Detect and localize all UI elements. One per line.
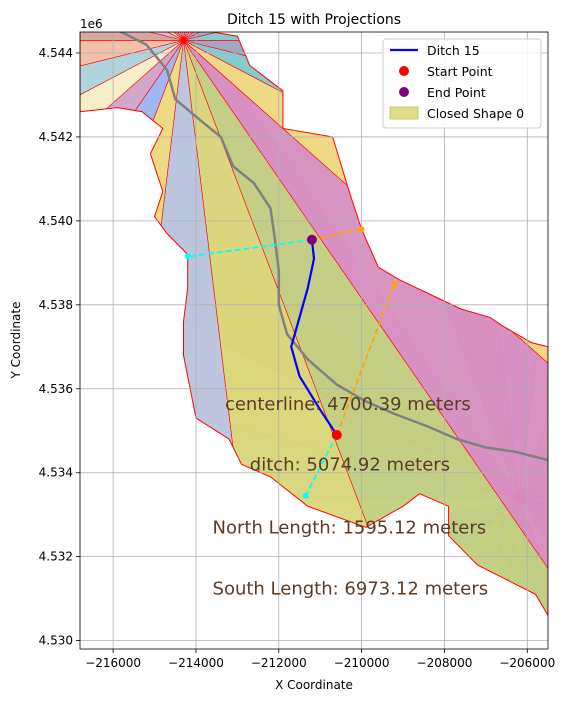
grid bbox=[80, 32, 548, 649]
y-offset-label: 1e6 bbox=[80, 17, 103, 31]
x-tick-label: −216000 bbox=[85, 656, 141, 670]
axis-ticks: −216000 −214000 −212000 −210000 −208000 −2060… bbox=[39, 46, 556, 670]
legend-label: Closed Shape 0 bbox=[427, 106, 524, 121]
y-tick-label: 4.542 bbox=[39, 130, 73, 144]
legend-label: End Point bbox=[427, 85, 486, 100]
projection-south_left bbox=[304, 434, 338, 497]
x-tick-label: −214000 bbox=[168, 656, 224, 670]
ditch-line bbox=[290, 239, 338, 436]
y-tick-label: 4.544 bbox=[39, 46, 73, 60]
shape-facet bbox=[80, 40, 184, 616]
annotation-text: centerline: 4700.39 meters bbox=[225, 394, 471, 415]
annotations: centerline: 4700.39 meters ditch: 5074.92… bbox=[213, 394, 489, 600]
legend-swatch-dot bbox=[399, 66, 409, 76]
annotation-text: North Length: 1595.12 meters bbox=[213, 518, 487, 539]
y-tick-label: 4.530 bbox=[39, 634, 73, 648]
annotation-text: ditch: 5074.92 meters bbox=[250, 455, 450, 476]
axes-frame bbox=[79, 31, 549, 650]
x-tick-label: −208000 bbox=[417, 656, 473, 670]
projection-end-south_right bbox=[391, 280, 398, 287]
lines bbox=[118, 32, 548, 499]
y-tick-label: 4.540 bbox=[39, 214, 73, 228]
y-tick-label: 4.538 bbox=[39, 298, 73, 312]
y-tick-label: 4.532 bbox=[39, 550, 73, 564]
chart-title: Ditch 15 with Projections bbox=[227, 12, 401, 28]
y-tick-label: 4.536 bbox=[39, 382, 73, 396]
start-point bbox=[331, 429, 342, 440]
legend-swatch-dot bbox=[399, 87, 409, 97]
legend-swatch-patch bbox=[389, 106, 419, 120]
legend-label: Start Point bbox=[427, 64, 493, 79]
legend-box bbox=[382, 38, 542, 129]
legend: Ditch 15 Start Point End Point Closed Shape… bbox=[382, 38, 542, 129]
legend-label: Ditch 15 bbox=[427, 43, 480, 58]
centerline bbox=[118, 32, 548, 462]
projection-end-north_right bbox=[358, 226, 365, 233]
x-tick-label: −206000 bbox=[499, 656, 555, 670]
end-point bbox=[306, 234, 317, 245]
projection-end-north_left bbox=[184, 253, 191, 260]
shape-facet bbox=[80, 40, 184, 616]
y-tick-label: 4.534 bbox=[39, 466, 73, 480]
x-tick-label: −212000 bbox=[251, 656, 307, 670]
x-axis-label: X Coordinate bbox=[275, 678, 353, 692]
shape-outline bbox=[80, 32, 548, 617]
projection-end-south_left bbox=[302, 492, 309, 499]
shape-facet bbox=[80, 40, 184, 616]
y-axis-label: Y Coordinate bbox=[9, 302, 23, 380]
x-tick-label: −210000 bbox=[334, 656, 390, 670]
projection-north_left bbox=[187, 238, 313, 258]
annotation-text: South Length: 6973.12 meters bbox=[213, 578, 489, 599]
